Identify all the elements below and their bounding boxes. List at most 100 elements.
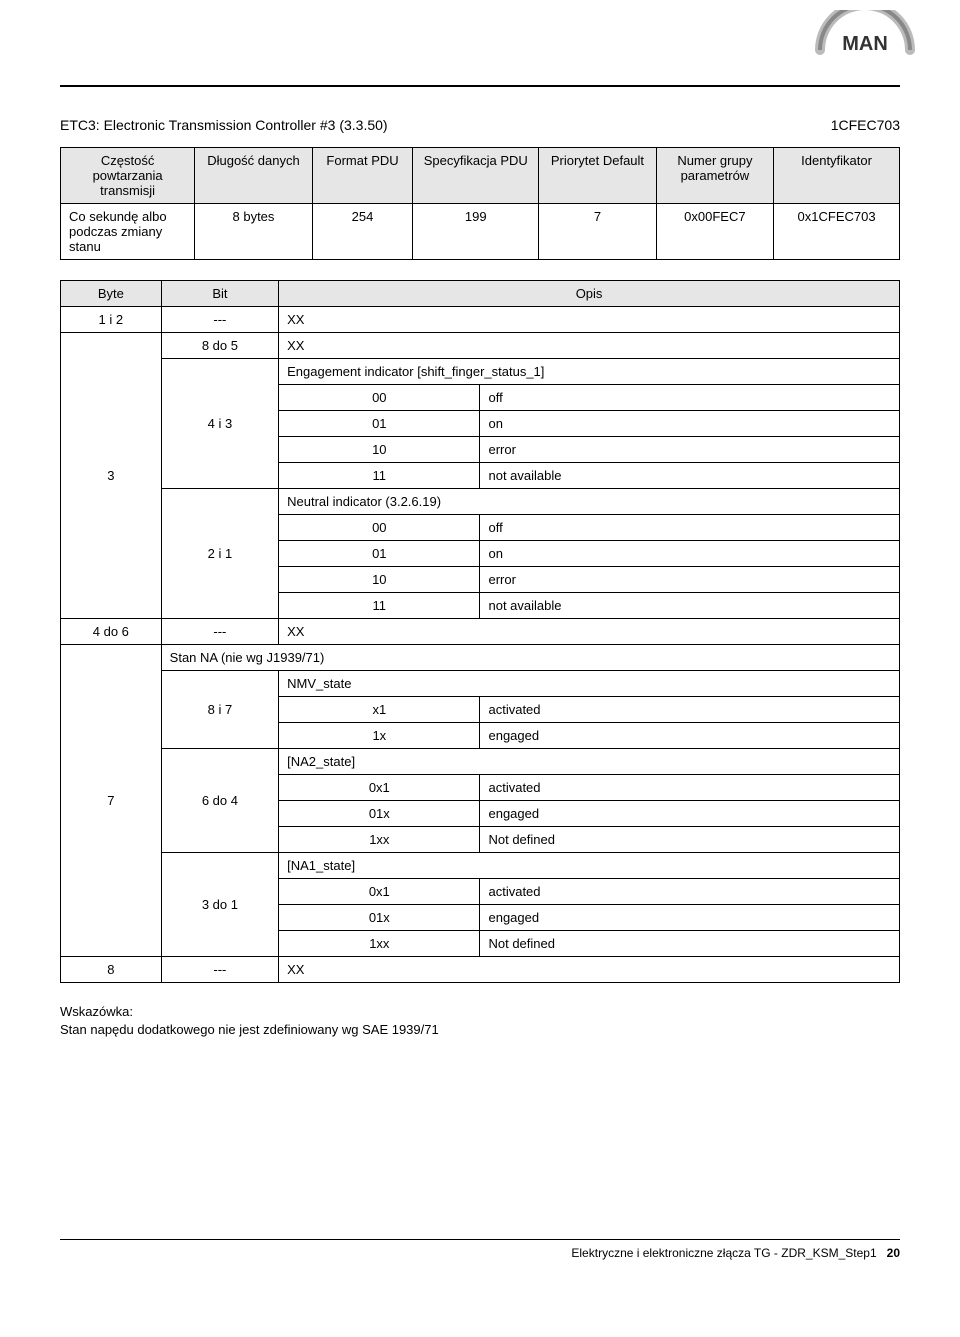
cell: 2 i 1 <box>161 489 278 619</box>
cell: --- <box>161 307 278 333</box>
cell: 0x1CFEC703 <box>774 204 900 260</box>
table-row: 3 do 1 [NA1_state] <box>61 853 900 879</box>
col-header: Format PDU <box>312 148 413 204</box>
cell: engaged <box>480 905 900 931</box>
cell: 8 bytes <box>195 204 312 260</box>
cell: 7 <box>539 204 656 260</box>
note-block: Wskazówka: Stan napędu dodatkowego nie j… <box>60 1003 900 1039</box>
cell: 3 <box>61 333 162 619</box>
cell: 4 i 3 <box>161 359 278 489</box>
cell: Not defined <box>480 827 900 853</box>
cell: 8 <box>61 957 162 983</box>
col-header: Opis <box>279 281 900 307</box>
cell: 01x <box>279 905 480 931</box>
cell: XX <box>279 307 900 333</box>
cell: --- <box>161 957 278 983</box>
cell: --- <box>161 619 278 645</box>
cell: 1xx <box>279 827 480 853</box>
cell: [NA1_state] <box>279 853 900 879</box>
table-row: 7 Stan NA (nie wg J1939/71) <box>61 645 900 671</box>
cell: engaged <box>480 723 900 749</box>
cell: 0x00FEC7 <box>656 204 773 260</box>
cell: 01x <box>279 801 480 827</box>
cell: x1 <box>279 697 480 723</box>
cell: 01 <box>279 541 480 567</box>
cell: engaged <box>480 801 900 827</box>
col-header: Długość danych <box>195 148 312 204</box>
table-row: 1 i 2 --- XX <box>61 307 900 333</box>
cell: 254 <box>312 204 413 260</box>
table-row: 3 8 do 5 XX <box>61 333 900 359</box>
cell: Engagement indicator [shift_finger_statu… <box>279 359 900 385</box>
cell: 7 <box>61 645 162 957</box>
cell: Neutral indicator (3.2.6.19) <box>279 489 900 515</box>
section-title: ETC3: Electronic Transmission Controller… <box>60 117 900 133</box>
cell: 8 do 5 <box>161 333 278 359</box>
cell: 8 i 7 <box>161 671 278 749</box>
cell: 11 <box>279 593 480 619</box>
col-header: Numer grupy parametrów <box>656 148 773 204</box>
cell: 1x <box>279 723 480 749</box>
footer-page: 20 <box>887 1246 900 1260</box>
cell: on <box>480 411 900 437</box>
table-row: 8 i 7 NMV_state <box>61 671 900 697</box>
note-text: Stan napędu dodatkowego nie jest zdefini… <box>60 1022 439 1037</box>
cell: Not defined <box>480 931 900 957</box>
cell: Co sekundę albo podczas zmiany stanu <box>61 204 195 260</box>
cell: 0x1 <box>279 879 480 905</box>
cell: 0x1 <box>279 775 480 801</box>
cell: 11 <box>279 463 480 489</box>
page-container: MAN ETC3: Electronic Transmission Contro… <box>0 0 960 1290</box>
col-header: Identyfikator <box>774 148 900 204</box>
cell: error <box>480 567 900 593</box>
cell: not available <box>480 593 900 619</box>
cell: 4 do 6 <box>61 619 162 645</box>
cell: XX <box>279 333 900 359</box>
cell: [NA2_state] <box>279 749 900 775</box>
table-row: 4 i 3 Engagement indicator [shift_finger… <box>61 359 900 385</box>
col-header: Byte <box>61 281 162 307</box>
table-row: 4 do 6 --- XX <box>61 619 900 645</box>
cell: not available <box>480 463 900 489</box>
section-title-right: 1CFEC703 <box>831 117 900 133</box>
cell: Stan NA (nie wg J1939/71) <box>161 645 899 671</box>
section-title-left: ETC3: Electronic Transmission Controller… <box>60 117 388 133</box>
cell: 3 do 1 <box>161 853 278 957</box>
page-footer: Elektryczne i elektroniczne złącza TG - … <box>60 1239 900 1260</box>
cell: activated <box>480 879 900 905</box>
note-label: Wskazówka: <box>60 1004 133 1019</box>
cell: 01 <box>279 411 480 437</box>
cell: 199 <box>413 204 539 260</box>
logo-text: MAN <box>842 33 888 55</box>
table-row: Częstość powtarzania transmisji Długość … <box>61 148 900 204</box>
col-header: Bit <box>161 281 278 307</box>
cell: off <box>480 515 900 541</box>
col-header: Częstość powtarzania transmisji <box>61 148 195 204</box>
cell: XX <box>279 619 900 645</box>
bit-description-table: Byte Bit Opis 1 i 2 --- XX 3 8 do 5 XX 4… <box>60 280 900 983</box>
col-header: Priorytet Default <box>539 148 656 204</box>
man-logo: MAN <box>810 10 920 70</box>
cell: 1xx <box>279 931 480 957</box>
footer-text: Elektryczne i elektroniczne złącza TG - … <box>571 1246 876 1260</box>
cell: 00 <box>279 515 480 541</box>
top-rule <box>60 85 900 87</box>
cell: NMV_state <box>279 671 900 697</box>
cell: XX <box>279 957 900 983</box>
cell: 00 <box>279 385 480 411</box>
cell: activated <box>480 775 900 801</box>
cell: 1 i 2 <box>61 307 162 333</box>
cell: 6 do 4 <box>161 749 278 853</box>
table-row: 6 do 4 [NA2_state] <box>61 749 900 775</box>
cell: activated <box>480 697 900 723</box>
cell: 10 <box>279 437 480 463</box>
table-row: Byte Bit Opis <box>61 281 900 307</box>
cell: error <box>480 437 900 463</box>
table-row: 2 i 1 Neutral indicator (3.2.6.19) <box>61 489 900 515</box>
cell: off <box>480 385 900 411</box>
cell: 10 <box>279 567 480 593</box>
table-row: 8 --- XX <box>61 957 900 983</box>
cell: on <box>480 541 900 567</box>
col-header: Specyfikacja PDU <box>413 148 539 204</box>
pdu-header-table: Częstość powtarzania transmisji Długość … <box>60 147 900 260</box>
